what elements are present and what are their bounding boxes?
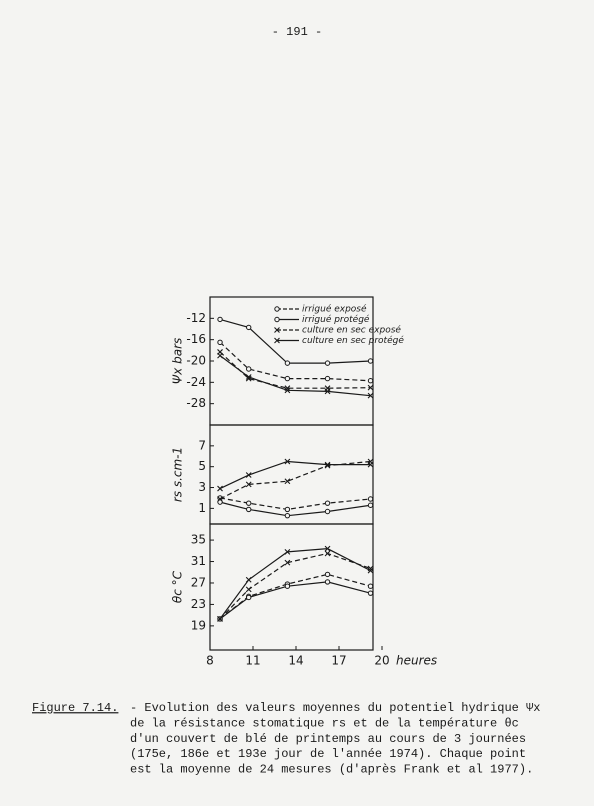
- marker: [246, 366, 252, 372]
- marker: [217, 496, 223, 502]
- legend-marker: [274, 337, 280, 344]
- y-tick-label: 3: [198, 480, 206, 494]
- marker: [324, 545, 331, 552]
- marker: [217, 616, 223, 622]
- x-tick-label: 14: [288, 654, 303, 668]
- y-tick-label: 31: [191, 554, 206, 568]
- y-tick-label: 27: [191, 575, 206, 589]
- series-line: [219, 460, 371, 490]
- y-tick-label: 7: [198, 438, 206, 452]
- marker: [324, 500, 331, 506]
- marker: [367, 567, 374, 574]
- marker: [284, 478, 291, 485]
- x-tick-label: 20: [374, 654, 389, 668]
- y-tick-label: 19: [191, 618, 206, 632]
- x-tick-label: 17: [331, 654, 346, 668]
- marker: [217, 339, 223, 346]
- y-tick-label: -24: [186, 375, 206, 389]
- marker: [245, 472, 252, 478]
- series-line: [219, 341, 371, 382]
- marker: [367, 502, 374, 508]
- marker: [324, 461, 331, 468]
- y-axis-label: rs s.cm-1: [171, 447, 185, 502]
- series-line: [219, 573, 371, 620]
- marker: [246, 500, 252, 506]
- marker: [324, 508, 331, 515]
- marker: [284, 548, 291, 555]
- page-number: - 191 -: [272, 25, 322, 39]
- marker: [367, 461, 374, 468]
- marker: [284, 583, 291, 589]
- legend-label: culture en sec exposé: [302, 325, 401, 336]
- marker: [245, 375, 252, 382]
- x-tick-label: 11: [245, 654, 260, 668]
- marker: [324, 360, 331, 366]
- caption-line: est la moyenne de 24 mesures (d'après Fr…: [130, 762, 533, 776]
- marker: [324, 550, 331, 557]
- legend-label: culture en sec protégé: [302, 335, 404, 346]
- x-axis-label: heures: [396, 654, 437, 668]
- legend-marker: [274, 316, 280, 323]
- marker: [367, 496, 374, 502]
- y-tick-label: -16: [186, 332, 206, 346]
- legend-marker: [274, 306, 280, 312]
- caption-line: (175e, 186e et 193e jour de l'année 1974…: [130, 747, 526, 761]
- marker: [245, 576, 252, 583]
- y-axis-label: θc °C: [171, 570, 185, 603]
- marker: [246, 324, 252, 331]
- caption-line: de la résistance stomatique rs et de la …: [130, 716, 519, 730]
- marker: [324, 571, 331, 578]
- marker: [217, 316, 223, 323]
- caption-line: d'un couvert de blé de printemps au cour…: [130, 732, 526, 746]
- y-tick-label: -12: [186, 311, 206, 325]
- y-tick-label: 35: [191, 533, 206, 547]
- marker: [324, 579, 331, 585]
- marker: [217, 499, 223, 505]
- marker: [217, 485, 223, 492]
- marker: [284, 506, 291, 513]
- marker: [284, 559, 291, 566]
- marker: [246, 506, 252, 513]
- marker: [284, 375, 291, 382]
- y-axis-label: Ψx bars: [171, 338, 185, 385]
- series-line: [219, 548, 371, 620]
- series-line: [219, 351, 371, 389]
- marker: [367, 590, 374, 596]
- marker: [367, 392, 374, 399]
- marker: [245, 481, 252, 488]
- marker: [367, 358, 374, 364]
- marker: [217, 352, 223, 359]
- series-line: [219, 501, 371, 517]
- marker: [324, 375, 331, 382]
- legend-label: irrigué protégé: [302, 314, 370, 325]
- y-tick-label: -28: [186, 396, 206, 410]
- marker: [245, 586, 252, 593]
- y-tick-label: 1: [198, 501, 206, 515]
- series-line: [219, 552, 371, 620]
- series-line: [219, 460, 371, 500]
- y-tick-label: 5: [198, 459, 206, 473]
- y-tick-label: 23: [191, 597, 206, 611]
- marker: [284, 360, 291, 366]
- x-tick-label: 8: [206, 654, 214, 668]
- marker: [367, 384, 374, 391]
- y-tick-label: -20: [186, 354, 206, 368]
- marker: [284, 512, 291, 519]
- marker: [246, 594, 252, 601]
- marker: [324, 388, 331, 395]
- legend-marker: [274, 327, 280, 333]
- marker: [367, 378, 374, 384]
- marker: [245, 374, 252, 380]
- legend-label: irrigué exposé: [302, 304, 367, 315]
- marker: [284, 387, 291, 394]
- marker: [284, 458, 291, 465]
- marker: [367, 583, 374, 589]
- caption-line: - Evolution des valeurs moyennes du pote…: [130, 701, 540, 715]
- caption-label: Figure 7.14.: [32, 701, 118, 715]
